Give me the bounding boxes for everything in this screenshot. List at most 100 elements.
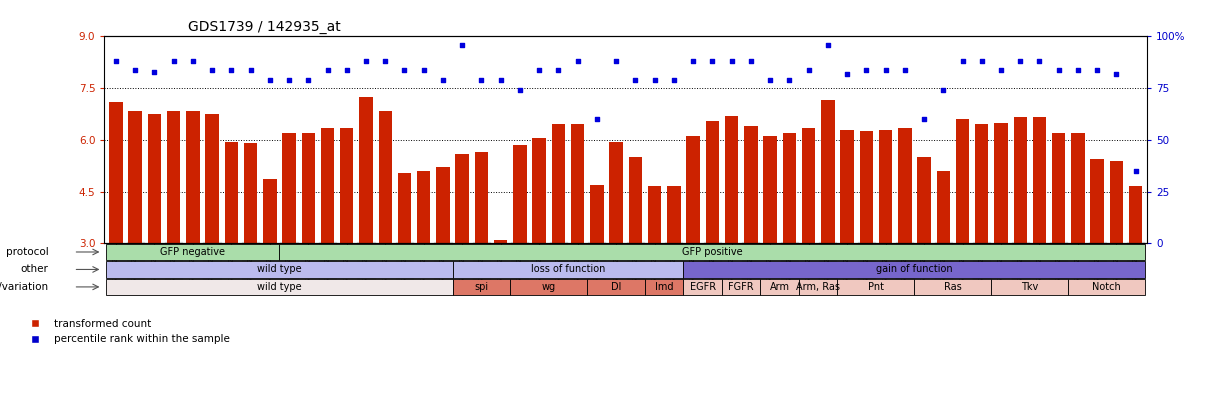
Bar	[994, 123, 1007, 347]
Text: gain of function: gain of function	[876, 264, 952, 275]
Point	[626, 77, 645, 83]
Bar	[683, 279, 721, 295]
Point	[433, 77, 453, 83]
Text: Ras: Ras	[944, 282, 962, 292]
Point	[703, 58, 723, 64]
Point	[972, 58, 991, 64]
Text: Imd: Imd	[655, 282, 674, 292]
Point	[1087, 66, 1107, 73]
Point	[934, 87, 953, 94]
Text: wild type: wild type	[258, 282, 302, 292]
Bar	[761, 279, 799, 295]
Point	[125, 66, 145, 73]
Point	[952, 58, 972, 64]
Point	[280, 77, 299, 83]
Bar	[763, 136, 777, 347]
Point	[799, 66, 818, 73]
Bar	[1071, 133, 1085, 347]
Bar	[437, 167, 450, 347]
Point	[837, 70, 856, 77]
Point	[1126, 168, 1146, 174]
Text: Arm, Ras: Arm, Ras	[796, 282, 840, 292]
Bar	[513, 145, 526, 347]
Point	[337, 66, 357, 73]
Point	[1069, 66, 1088, 73]
Text: wg: wg	[542, 282, 556, 292]
Point	[356, 58, 375, 64]
Bar	[129, 111, 142, 347]
Bar	[205, 114, 218, 347]
Point	[914, 116, 934, 122]
Bar	[107, 244, 280, 260]
Point	[991, 66, 1011, 73]
Bar	[453, 279, 510, 295]
Point	[529, 66, 548, 73]
Bar	[840, 130, 854, 347]
Bar	[801, 128, 815, 347]
Bar	[571, 124, 584, 347]
Point	[761, 77, 780, 83]
Point	[1029, 58, 1049, 64]
Bar	[610, 142, 623, 347]
Point	[1107, 70, 1126, 77]
Point	[106, 58, 125, 64]
Bar	[455, 153, 469, 347]
Bar	[494, 240, 508, 347]
Bar	[648, 186, 661, 347]
Bar	[1129, 186, 1142, 347]
Bar	[167, 111, 180, 347]
Point	[1049, 66, 1069, 73]
Point	[1010, 58, 1029, 64]
Bar	[821, 100, 834, 347]
Point	[606, 58, 626, 64]
Bar	[667, 186, 681, 347]
Bar	[744, 126, 757, 347]
Bar	[628, 157, 642, 347]
Text: GDS1739 / 142935_at: GDS1739 / 142935_at	[188, 20, 340, 34]
Point	[856, 66, 876, 73]
Text: EGFR: EGFR	[690, 282, 715, 292]
Bar	[725, 116, 739, 347]
Point	[664, 77, 683, 83]
Text: Pnt: Pnt	[867, 282, 883, 292]
Point	[222, 66, 242, 73]
Text: spi: spi	[475, 282, 488, 292]
Bar	[340, 128, 353, 347]
Point	[818, 41, 838, 48]
Text: wild type: wild type	[258, 264, 302, 275]
Point	[375, 58, 395, 64]
Bar	[975, 124, 989, 347]
Text: other: other	[21, 264, 49, 275]
Point	[260, 77, 280, 83]
Point	[202, 66, 222, 73]
Point	[395, 66, 415, 73]
Point	[779, 77, 799, 83]
Bar	[721, 279, 761, 295]
Bar	[799, 279, 838, 295]
Bar	[320, 128, 334, 347]
Bar	[1014, 117, 1027, 347]
Bar	[683, 261, 1145, 278]
Bar	[225, 142, 238, 347]
Text: Notch: Notch	[1092, 282, 1121, 292]
Bar	[378, 111, 391, 347]
Point	[721, 58, 741, 64]
Bar	[991, 279, 1069, 295]
Bar	[109, 102, 123, 347]
Bar	[280, 244, 1145, 260]
Bar	[838, 279, 914, 295]
Bar	[533, 138, 546, 347]
Point	[491, 77, 510, 83]
Bar	[244, 143, 258, 347]
Bar	[590, 185, 604, 347]
Bar	[107, 261, 453, 278]
Bar	[588, 279, 645, 295]
Text: GFP negative: GFP negative	[161, 247, 226, 257]
Bar	[1091, 159, 1104, 347]
Text: loss of function: loss of function	[531, 264, 605, 275]
Point	[471, 77, 491, 83]
Point	[240, 66, 260, 73]
Bar	[1052, 133, 1065, 347]
Bar	[475, 152, 488, 347]
Text: genotype/variation: genotype/variation	[0, 282, 49, 292]
